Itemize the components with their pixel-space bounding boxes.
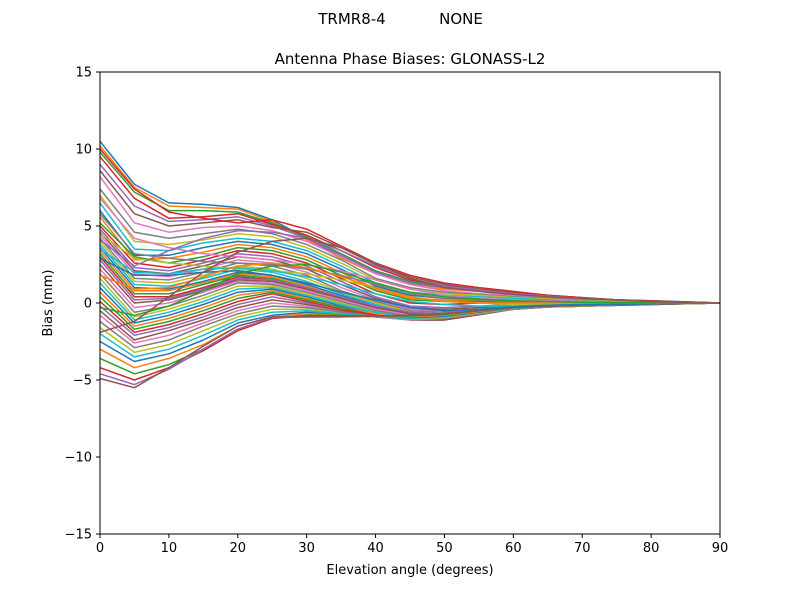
series-line-5 xyxy=(99,163,721,304)
series-line-56 xyxy=(99,237,721,334)
x-tick-label: 20 xyxy=(230,541,247,556)
series-layer xyxy=(99,140,721,389)
x-tick-label: 90 xyxy=(712,541,729,556)
x-tick-label: 60 xyxy=(505,541,522,556)
y-tick-label: 0 xyxy=(84,297,92,312)
y-tick-label: 10 xyxy=(75,143,92,158)
y-axis-label: Bias (mm) xyxy=(41,270,56,337)
x-tick-label: 30 xyxy=(298,541,315,556)
x-tick-label: 50 xyxy=(436,541,453,556)
x-tick-label: 70 xyxy=(574,541,591,556)
x-axis-label: Elevation angle (degrees) xyxy=(326,563,493,578)
y-tick-label: 15 xyxy=(75,66,92,81)
chart-title: Antenna Phase Biases: GLONASS-L2 xyxy=(275,50,546,68)
series-line-46 xyxy=(99,302,721,389)
y-tick-label: −5 xyxy=(73,374,92,389)
plot-frame xyxy=(99,71,721,535)
x-tick-label: 0 xyxy=(96,541,104,556)
y-tick-label: 5 xyxy=(84,220,92,235)
x-tick-label: 80 xyxy=(643,541,660,556)
y-tick-label: −10 xyxy=(65,451,92,466)
series-line-53 xyxy=(99,263,720,317)
figure-suptitle-right: NONE xyxy=(439,10,483,28)
x-tick-label: 10 xyxy=(161,541,178,556)
x-tick-label: 40 xyxy=(367,541,384,556)
figure-suptitle-left: TRMR8-4 xyxy=(317,10,385,28)
tick-layer: 0 10 20 30 40 50 60 70 80 90 −15 −10 −5 0 5 10 15 xyxy=(65,66,729,557)
y-tick-label: −15 xyxy=(65,528,92,543)
